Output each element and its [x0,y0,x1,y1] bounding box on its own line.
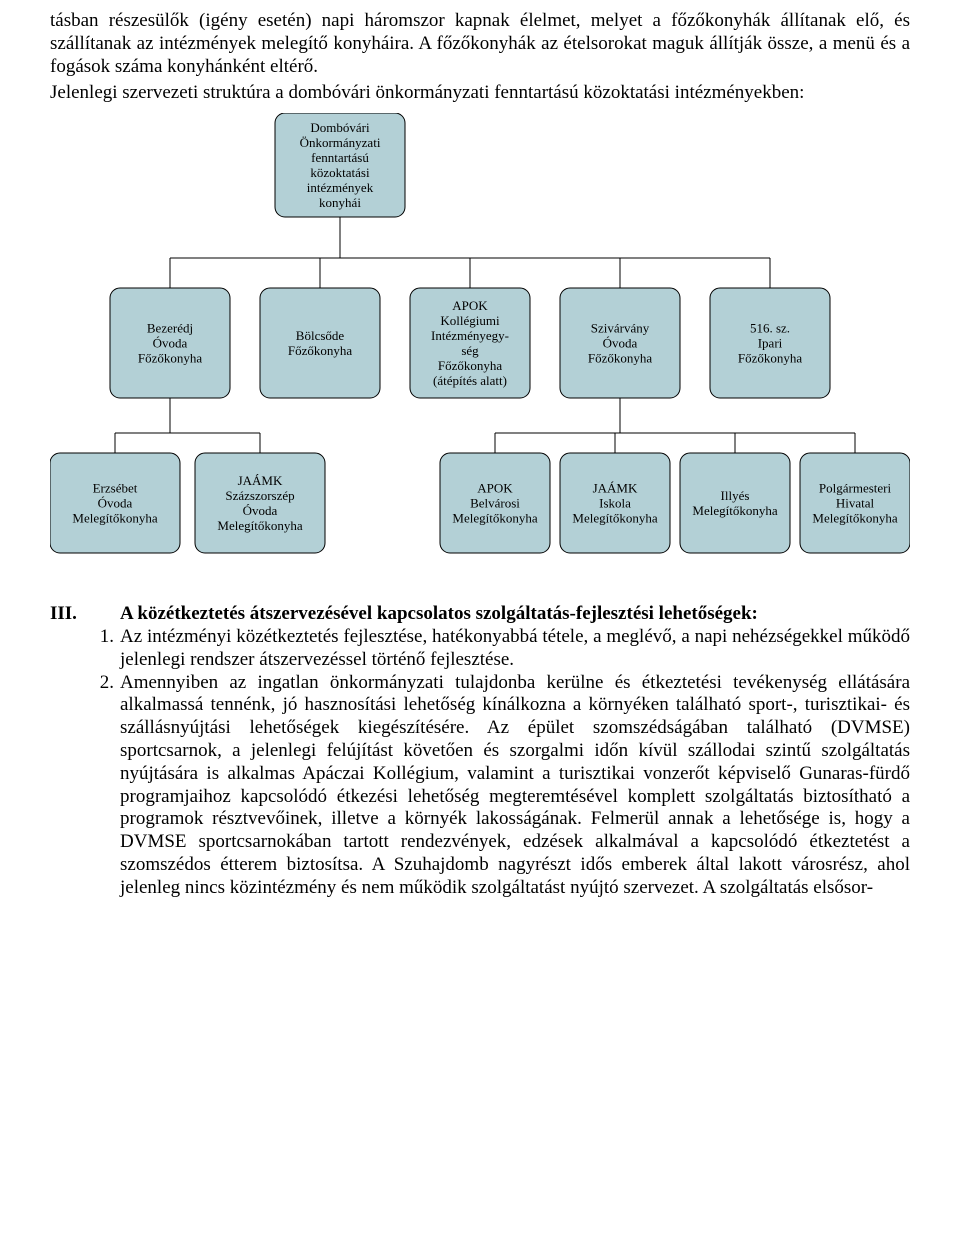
org-node-root-label: Dombóvári [310,120,370,135]
intro-paragraph-2: Jelenlegi szervezeti struktúra a dombóvá… [50,82,910,105]
list-item-number: 2. [80,672,120,900]
document-page: tásban részesülők (igény esetén) napi há… [0,0,960,1254]
org-node-polgarm: PolgármesteriHivatalMelegítőkonyha [800,453,910,553]
org-node-jaszaz-label: JAÁMK [238,473,283,488]
org-node-jaszaz-label: Melegítőkonyha [217,518,302,533]
section-3-title: A közétkeztetés átszervezésével kapcsola… [120,603,910,626]
org-node-jaiskola-label: Iskola [599,496,631,511]
org-node-jaiskola-label: Melegítőkonyha [572,511,657,526]
org-node-jaszaz-label: Százszorszép [225,488,294,503]
org-node-szivarvany-label: Főzőkonyha [588,351,653,366]
org-node-szivarvany: SzivárványÓvodaFőzőkonyha [560,288,680,398]
org-node-root-label: Önkormányzati [300,135,381,150]
org-node-erzsebet: ErzsébetÓvodaMelegítőkonyha [50,453,180,553]
org-node-jaiskola: JAÁMKIskolaMelegítőkonyha [560,453,670,553]
org-node-jaszaz: JAÁMKSzázszorszépÓvodaMelegítőkonyha [195,453,325,553]
org-node-ipari-label: Főzőkonyha [738,351,803,366]
org-node-bolcsode: BölcsődeFőzőkonyha [260,288,380,398]
org-node-apokbelv: APOKBelvárosiMelegítőkonyha [440,453,550,553]
org-node-szivarvany-label: Szivárvány [591,321,650,336]
org-node-erzsebet-label: Erzsébet [93,481,138,496]
org-chart-svg: DombóváriÖnkormányzatifenntartásúközokta… [50,113,910,568]
list-item: 1.Az intézményi közétkeztetés fejlesztés… [80,626,910,672]
org-node-root-label: fenntartású [311,150,369,165]
org-node-bolcsode-label: Bölcsőde [296,328,345,343]
org-node-polgarm-label: Polgármesteri [819,481,892,496]
org-node-illyes-label: Melegítőkonyha [692,503,777,518]
intro-block: tásban részesülők (igény esetén) napi há… [50,10,910,105]
org-node-szivarvany-label: Óvoda [603,336,638,351]
org-node-apokbelv-label: Belvárosi [470,496,520,511]
org-node-apokkoll-label: APOK [452,298,488,313]
org-node-apokbelv-label: Melegítőkonyha [452,511,537,526]
org-node-ipari: 516. sz.IpariFőzőkonyha [710,288,830,398]
list-item-number: 1. [80,626,120,672]
org-node-bezeredj-label: Óvoda [153,336,188,351]
section-3-list: 1.Az intézményi közétkeztetés fejlesztés… [80,626,910,900]
org-node-polgarm-label: Melegítőkonyha [812,511,897,526]
section-3-roman: III. [50,603,120,626]
org-node-apokkoll-label: Kollégiumi [440,313,500,328]
org-node-apokkoll: APOKKollégiumiIntézményegy-ségFőzőkonyha… [410,288,530,398]
org-node-root-label: konyhái [319,195,361,210]
org-node-polgarm-label: Hivatal [836,496,875,511]
org-node-apokbelv-label: APOK [477,481,513,496]
org-node-ipari-label: Ipari [758,336,783,351]
org-node-root: DombóváriÖnkormányzatifenntartásúközokta… [275,113,405,217]
section-3: III. A közétkeztetés átszervezésével kap… [50,603,910,899]
org-node-bezeredj: BezerédjÓvodaFőzőkonyha [110,288,230,398]
org-node-root-label: intézmények [307,180,374,195]
org-node-erzsebet-label: Melegítőkonyha [72,511,157,526]
org-node-bolcsode-label: Főzőkonyha [288,343,353,358]
org-node-bezeredj-label: Bezerédj [147,321,193,336]
org-node-illyes: IllyésMelegítőkonyha [680,453,790,553]
org-node-ipari-label: 516. sz. [750,321,790,336]
org-node-jaiskola-label: JAÁMK [593,481,638,496]
list-item-text: Az intézményi közétkeztetés fejlesztése,… [120,626,910,672]
org-node-apokkoll-label: ség [461,343,479,358]
intro-paragraph-1: tásban részesülők (igény esetén) napi há… [50,10,910,78]
org-node-illyes-label: Illyés [721,488,750,503]
org-node-apokkoll-label: (átépítés alatt) [433,373,507,388]
section-3-list-wrap: 1.Az intézményi közétkeztetés fejlesztés… [50,626,910,900]
org-chart: DombóváriÖnkormányzatifenntartásúközokta… [50,113,910,568]
org-node-apokkoll-label: Főzőkonyha [438,358,503,373]
list-item-text: Amennyiben az ingatlan önkormányzati tul… [120,672,910,900]
org-node-erzsebet-label: Óvoda [98,496,133,511]
org-node-root-label: közoktatási [310,165,370,180]
section-3-heading: III. A közétkeztetés átszervezésével kap… [50,603,910,626]
list-item: 2.Amennyiben az ingatlan önkormányzati t… [80,672,910,900]
org-node-bezeredj-label: Főzőkonyha [138,351,203,366]
org-node-apokkoll-label: Intézményegy- [431,328,509,343]
org-node-jaszaz-label: Óvoda [243,503,278,518]
